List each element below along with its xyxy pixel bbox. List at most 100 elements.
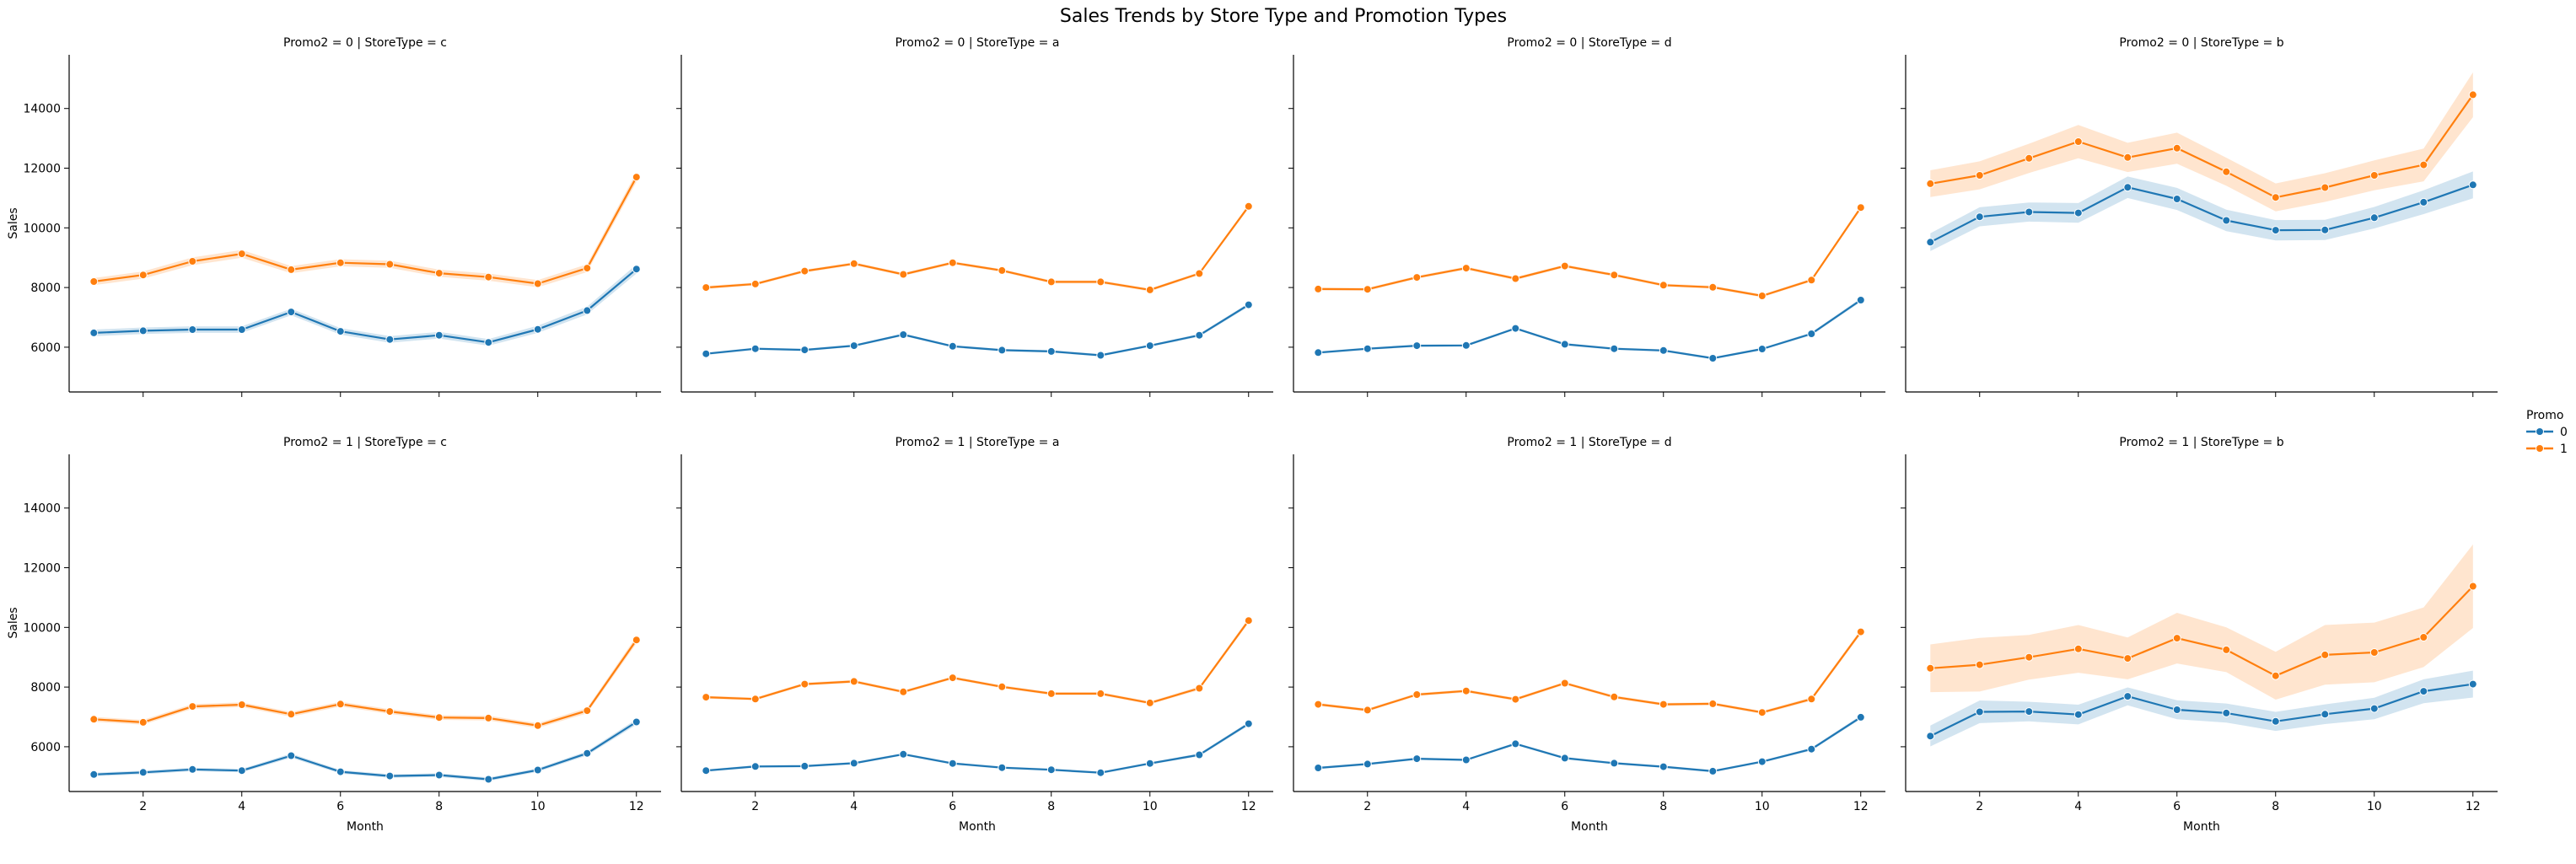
- data-point: [849, 677, 858, 686]
- data-point: [702, 283, 711, 292]
- panel-title: Promo2 = 1 | StoreType = b: [2119, 436, 2283, 449]
- data-point: [1610, 271, 1619, 280]
- data-point: [1926, 179, 1935, 188]
- data-point: [632, 265, 641, 274]
- data-point: [1856, 296, 1865, 304]
- data-point: [849, 259, 858, 268]
- data-point: [1314, 764, 1323, 772]
- data-point: [1807, 744, 1816, 754]
- data-point: [2369, 213, 2379, 223]
- data-point: [484, 713, 493, 722]
- data-point: [1807, 276, 1816, 285]
- data-point: [1145, 285, 1154, 294]
- data-point: [287, 308, 296, 317]
- panel-2: Promo2 = 0 | StoreType = a: [676, 36, 1273, 397]
- x-tick-label: 10: [2367, 800, 2382, 813]
- data-point: [2222, 216, 2231, 225]
- data-point: [1975, 660, 1984, 669]
- data-point: [1610, 692, 1619, 701]
- series-line-promo-0: [1318, 299, 1862, 360]
- data-point: [1461, 755, 1471, 765]
- confidence-band-promo-1: [1930, 544, 2473, 700]
- x-tick-label: 8: [2272, 800, 2279, 813]
- data-point: [2369, 171, 2379, 180]
- data-point: [702, 693, 711, 702]
- data-point: [484, 338, 493, 347]
- data-point: [138, 768, 148, 777]
- data-point: [2419, 633, 2428, 641]
- data-point: [2073, 644, 2083, 653]
- data-point: [1975, 212, 1984, 222]
- data-point: [2073, 137, 2083, 146]
- panel-4: Promo2 = 0 | StoreType = b: [1901, 36, 2498, 397]
- data-point: [948, 673, 957, 683]
- data-point: [2468, 90, 2477, 99]
- data-point: [1195, 684, 1204, 693]
- data-point: [1195, 269, 1204, 278]
- panel-title: Promo2 = 0 | StoreType = a: [895, 36, 1060, 50]
- data-point: [899, 749, 908, 759]
- x-tick-label: 2: [1976, 800, 1983, 813]
- data-point: [1195, 330, 1204, 340]
- x-tick-label: 10: [530, 800, 546, 813]
- legend-marker-0: [2536, 427, 2544, 436]
- data-point: [89, 328, 99, 337]
- data-point: [434, 713, 444, 722]
- data-point: [2321, 650, 2330, 659]
- data-point: [1314, 700, 1323, 709]
- series-line-promo-1: [94, 176, 637, 285]
- data-point: [948, 759, 957, 768]
- data-point: [2321, 225, 2330, 234]
- data-point: [800, 266, 809, 276]
- data-point: [1560, 340, 1569, 349]
- data-point: [1363, 706, 1372, 715]
- data-point: [336, 700, 345, 709]
- data-point: [89, 277, 99, 286]
- data-point: [583, 749, 592, 758]
- data-point: [138, 717, 148, 727]
- data-point: [1560, 754, 1569, 763]
- data-point: [1412, 690, 1422, 699]
- data-point: [1244, 719, 1253, 728]
- data-point: [1363, 285, 1372, 294]
- data-point: [948, 258, 957, 267]
- data-point: [1511, 324, 1520, 333]
- confidence-band-promo-0: [1930, 171, 2473, 251]
- series-line-promo-1: [1318, 631, 1862, 714]
- panel-3: Promo2 = 0 | StoreType = d: [1288, 36, 1885, 397]
- data-point: [385, 771, 395, 781]
- data-point: [583, 264, 592, 273]
- data-point: [1314, 284, 1323, 293]
- confidence-band-promo-1: [94, 172, 637, 287]
- series-line-promo-1: [1930, 585, 2474, 677]
- data-point: [1145, 341, 1154, 351]
- panel-title: Promo2 = 0 | StoreType = b: [2119, 36, 2283, 50]
- x-tick-label: 2: [751, 800, 759, 813]
- data-point: [188, 702, 197, 711]
- data-point: [1096, 277, 1105, 287]
- data-point: [750, 695, 760, 704]
- legend-title: Promo: [2526, 409, 2563, 422]
- data-point: [632, 173, 641, 182]
- data-point: [2172, 634, 2181, 643]
- data-point: [800, 761, 809, 770]
- series-line-promo-0: [706, 303, 1250, 357]
- data-point: [1975, 171, 1984, 180]
- data-point: [2025, 707, 2034, 716]
- data-point: [1757, 345, 1767, 353]
- data-point: [434, 330, 444, 340]
- data-point: [1757, 757, 1767, 766]
- legend-label-1: 1: [2560, 443, 2568, 456]
- figure-title: Sales Trends by Store Type and Promotion…: [1060, 6, 1507, 27]
- data-point: [998, 266, 1007, 275]
- y-axis-label: Sales: [7, 207, 20, 239]
- data-point: [750, 279, 760, 288]
- data-point: [188, 325, 197, 334]
- data-point: [237, 700, 246, 709]
- data-point: [1856, 627, 1865, 636]
- data-point: [2172, 706, 2181, 714]
- x-tick-label: 8: [1659, 800, 1667, 813]
- data-point: [2123, 692, 2132, 701]
- y-tick-label: 10000: [23, 621, 61, 635]
- data-point: [533, 279, 542, 288]
